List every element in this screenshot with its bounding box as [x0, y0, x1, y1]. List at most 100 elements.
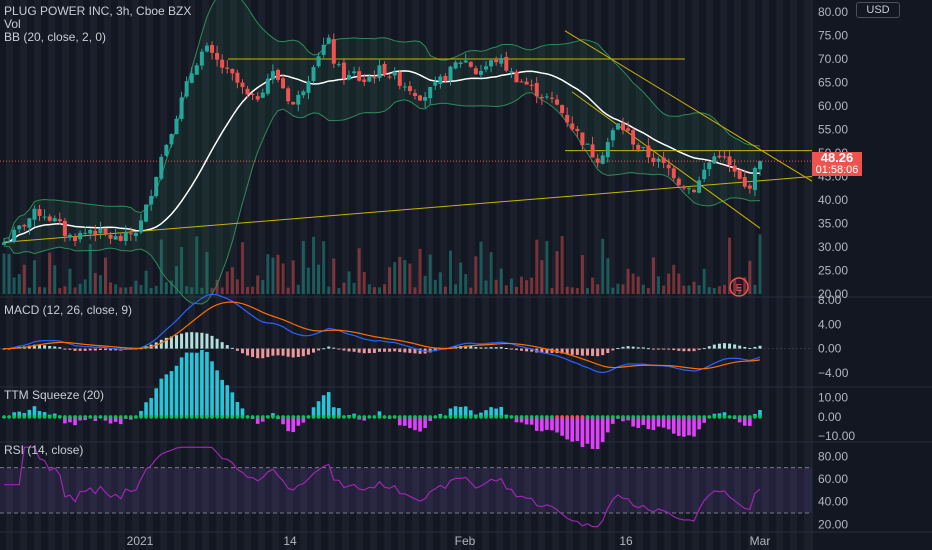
ttm-momentum-bar [331, 407, 336, 417]
candle-body [681, 186, 686, 189]
volume-bar [454, 284, 458, 294]
squeeze-dot [2, 415, 6, 419]
squeeze-dot [73, 415, 77, 419]
ttm-momentum-bar [605, 416, 610, 433]
session-stripe [6, 0, 13, 550]
candle-body [656, 158, 661, 162]
squeeze-dot [179, 415, 184, 419]
volume-bar [27, 287, 31, 294]
session-stripe [398, 0, 405, 550]
ttm-axis-tick: 0.00 [818, 410, 842, 424]
session-stripe [580, 0, 587, 550]
candle-body [504, 56, 509, 71]
squeeze-dot [753, 415, 757, 419]
squeeze-dot [677, 415, 681, 419]
session-stripe [468, 0, 475, 550]
session-stripe [286, 0, 293, 550]
ttm-momentum-bar [448, 408, 453, 417]
currency-button[interactable]: USD [856, 2, 900, 18]
volume-bar [393, 262, 397, 294]
macd-histogram-bar [291, 348, 295, 358]
volume-bar [550, 287, 554, 294]
macd-histogram-bar [48, 346, 52, 349]
volume-bar [195, 236, 199, 294]
macd-histogram-bar [565, 348, 569, 355]
candle-body [377, 65, 382, 78]
candle-body [412, 92, 417, 96]
candle-body [88, 229, 93, 234]
macd-histogram-bar [63, 348, 67, 350]
last-price: 48.26 [820, 150, 854, 165]
time-axis-tick: 2021 [127, 534, 154, 548]
volume-bar [200, 287, 204, 294]
price-axis-tick: 65.00 [818, 76, 848, 90]
volume-bar [677, 273, 681, 294]
ttm-momentum-bar [103, 416, 108, 421]
macd-histogram-bar [672, 348, 676, 351]
squeeze-dot [301, 415, 306, 419]
ttm-momentum-bar [174, 365, 179, 417]
candle-body [341, 62, 346, 79]
macd-histogram-bar [296, 348, 300, 357]
candle-body [737, 169, 742, 179]
macd-histogram-bar [717, 343, 721, 349]
ttm-axis-tick: −10.00 [818, 429, 855, 443]
candle-body [473, 68, 478, 75]
macd-histogram-bar [702, 348, 706, 350]
price-axis-tick: 20.00 [818, 287, 848, 301]
candle-body [458, 62, 463, 64]
squeeze-dot [468, 415, 473, 419]
price-axis-tick: 70.00 [818, 52, 848, 66]
volume-bar [423, 275, 427, 294]
macd-axis-tick: 0.00 [818, 342, 842, 356]
volume-bar [312, 236, 316, 294]
macd-histogram-bar [484, 347, 488, 349]
ttm-momentum-bar [423, 416, 427, 428]
volume-bar [276, 254, 280, 294]
candle-body [509, 71, 514, 73]
squeeze-dot [286, 415, 290, 419]
volume-bar [687, 285, 691, 294]
trend-line [571, 91, 761, 229]
macd-histogram-bar [398, 348, 402, 353]
candle-body [702, 169, 707, 180]
volume-bar [651, 257, 655, 294]
ttm-momentum-bar [590, 416, 595, 449]
macd-histogram-bar [93, 348, 97, 351]
squeeze-dot [479, 415, 483, 419]
candle-body [610, 130, 615, 141]
candle-body [154, 176, 159, 197]
volume-bar [479, 241, 483, 294]
macd-histogram-bar [570, 348, 574, 355]
squeeze-dot [707, 415, 712, 419]
macd-histogram-bar [169, 336, 173, 349]
candle-body [585, 143, 590, 145]
candle-body [372, 77, 377, 79]
squeeze-dot [732, 415, 737, 419]
volume-bar [347, 271, 351, 294]
volume-bar [509, 278, 513, 294]
ttm-momentum-bar [42, 412, 47, 417]
squeeze-dot [78, 415, 82, 419]
squeeze-dot [702, 415, 706, 419]
volume-bar [327, 286, 331, 294]
volume-bar [753, 284, 757, 294]
candle-body [534, 83, 539, 97]
macd-histogram-bar [210, 335, 214, 349]
squeeze-dot [134, 415, 138, 419]
volume-bar [139, 284, 143, 294]
volume-bar [591, 277, 595, 294]
macd-histogram-bar [225, 345, 229, 349]
macd-histogram-bar [616, 348, 620, 350]
volume-bar [520, 276, 524, 294]
macd-histogram-bar [332, 347, 336, 349]
time-axis-tick: Feb [455, 534, 476, 548]
squeeze-dot [463, 415, 468, 419]
ttm-momentum-bar [12, 412, 16, 417]
candle-body [453, 62, 458, 69]
volume-bar [266, 254, 270, 294]
candle-body [575, 128, 580, 132]
ttm-momentum-bar [73, 416, 77, 426]
session-stripe [202, 0, 209, 550]
